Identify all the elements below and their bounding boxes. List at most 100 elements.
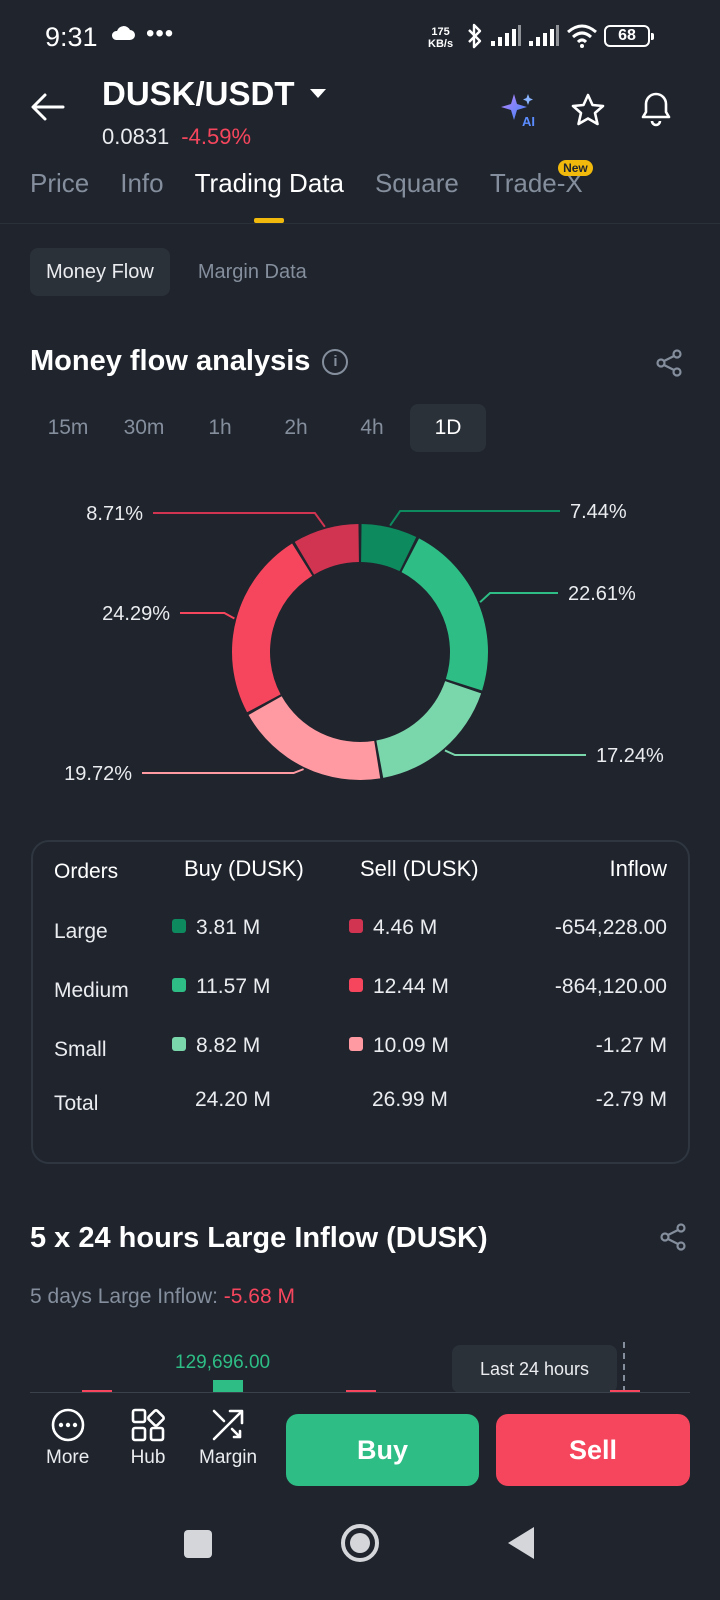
sell-large-text: 4.46 M: [373, 916, 438, 939]
inflow-axis: [30, 1392, 690, 1393]
buy-large-text: 3.81 M: [196, 916, 261, 939]
tabs-divider: [0, 223, 720, 224]
pair-name: DUSK/USDT: [102, 75, 295, 112]
ai-sparkle-icon[interactable]: AI: [500, 92, 540, 128]
inflow-large: -654,228.00: [555, 916, 667, 940]
interval-4h[interactable]: 4h: [360, 416, 384, 439]
color-swatch: [172, 919, 186, 933]
donut-slice-2[interactable]: [376, 681, 482, 778]
donut-slice-0[interactable]: [361, 524, 417, 572]
interval-selector: 15m 30m 1h 2h 4h 1D: [30, 404, 486, 452]
price-line: 0.0831 -4.59%: [102, 124, 251, 150]
more-label: More: [46, 1447, 90, 1468]
buy-large: 3.81 M: [172, 916, 260, 940]
signal-icon: [491, 25, 521, 46]
buy-total: 24.20 M: [195, 1088, 271, 1112]
info-icon[interactable]: i: [322, 348, 349, 375]
donut-slice-1[interactable]: [401, 538, 489, 691]
row-label-medium: Medium: [54, 979, 129, 1003]
margin-button[interactable]: Margin: [199, 1407, 257, 1469]
pair-selector[interactable]: DUSK/USDT: [102, 75, 327, 113]
header-sell: Sell (DUSK): [360, 856, 479, 881]
leader-line-1: [479, 592, 558, 603]
header-inflow: Inflow: [609, 856, 667, 881]
sell-button[interactable]: Sell: [496, 1414, 690, 1486]
hub-button[interactable]: Hub: [130, 1407, 166, 1469]
donut-slice-4[interactable]: [232, 543, 313, 713]
orders-table: Orders Buy (DUSK) Sell (DUSK) Inflow Lar…: [31, 840, 690, 1164]
tab-trade-x[interactable]: Trade-X New: [490, 160, 593, 199]
money-flow-title: Money flow analysis: [30, 345, 311, 377]
donut-label-2: 17.24%: [596, 745, 664, 767]
tab-square[interactable]: Square: [374, 168, 459, 198]
network-speed-value: 175: [431, 26, 450, 38]
donut-label-4: 24.29%: [102, 603, 170, 625]
donut-label-0: 7.44%: [570, 501, 627, 523]
margin-arrows-icon: [212, 1409, 244, 1441]
five-day-inflow-label: 5 days Large Inflow:: [30, 1285, 218, 1308]
interval-1h[interactable]: 1h: [208, 416, 232, 439]
subtab-money-flow[interactable]: Money Flow: [30, 248, 170, 296]
row-label-small: Small: [54, 1038, 107, 1062]
inflow-total-text: -2.79 M: [595, 1088, 667, 1111]
more-button[interactable]: More: [46, 1407, 89, 1469]
large-inflow-title: 5 x 24 hours Large Inflow (DUSK): [30, 1222, 488, 1254]
back-triangle-icon[interactable]: [506, 1525, 536, 1561]
sell-small: 10.09 M: [349, 1034, 449, 1058]
color-swatch: [349, 1037, 363, 1051]
tab-info[interactable]: Info: [120, 168, 164, 198]
tooltip-dashed-line: [623, 1342, 625, 1392]
share-icon[interactable]: [654, 348, 684, 378]
row-label-large-text: Large: [54, 920, 108, 943]
tab-price[interactable]: Price: [30, 168, 90, 198]
leader-line-5: [153, 512, 326, 528]
price-change: -4.59%: [181, 124, 252, 149]
sell-small-text: 10.09 M: [373, 1034, 449, 1057]
row-label-large: Large: [54, 920, 108, 944]
donut-slice-3[interactable]: [248, 696, 381, 780]
home-icon[interactable]: [340, 1523, 380, 1563]
recent-apps-icon[interactable]: [183, 1529, 213, 1559]
share-icon-2[interactable]: [658, 1222, 688, 1252]
caret-down-icon: [309, 89, 326, 98]
main-tabs: Price Info Trading Data Square Trade-X N…: [30, 160, 614, 223]
new-badge: New: [558, 160, 593, 176]
row-label-small-text: Small: [54, 1038, 107, 1061]
money-flow-heading: Money flow analysis i: [30, 345, 349, 378]
more-circle-icon: [51, 1408, 84, 1442]
donut-slice-5[interactable]: [294, 524, 359, 575]
star-favorite-icon[interactable]: [570, 92, 606, 128]
header-orders: Orders: [54, 860, 119, 883]
last-24h-tooltip: Last 24 hours: [452, 1345, 617, 1393]
status-icons: 68: [466, 22, 654, 50]
buy-medium-text: 11.57 M: [196, 975, 271, 998]
row-label-total-text: Total: [54, 1092, 99, 1115]
interval-30m[interactable]: 30m: [123, 416, 165, 439]
signal-icon-2: [529, 25, 559, 46]
leader-line-2: [444, 749, 586, 756]
color-swatch: [349, 978, 363, 992]
color-swatch: [172, 1037, 186, 1051]
bell-alert-icon[interactable]: [638, 90, 674, 128]
inflow-large-text: -654,228.00: [554, 916, 667, 939]
inflow-medium-text: -864,120.00: [554, 975, 667, 998]
color-swatch: [172, 978, 186, 992]
bluetooth-icon: [468, 23, 482, 49]
subtab-bar: Money Flow Margin Data: [30, 248, 323, 296]
interval-2h[interactable]: 2h: [284, 416, 308, 439]
sell-medium-text: 12.44 M: [373, 975, 449, 998]
donut-label-3: 19.72%: [64, 763, 132, 785]
inflow-small-text: -1.27 M: [595, 1034, 667, 1057]
tab-trading-data[interactable]: Trading Data: [194, 168, 344, 223]
inflow-bar-day2: [213, 1380, 243, 1393]
row-label-total: Total: [54, 1092, 98, 1116]
interval-1d[interactable]: 1D: [410, 404, 486, 452]
buy-button[interactable]: Buy: [286, 1414, 479, 1486]
buy-medium: 11.57 M: [172, 975, 270, 999]
interval-15m[interactable]: 15m: [47, 416, 89, 439]
back-arrow-icon[interactable]: [30, 92, 66, 122]
five-day-inflow-value: -5.68 M: [223, 1285, 295, 1308]
subtab-margin-data[interactable]: Margin Data: [197, 260, 307, 283]
leader-line-4: [180, 612, 235, 620]
sell-medium: 12.44 M: [349, 975, 449, 999]
